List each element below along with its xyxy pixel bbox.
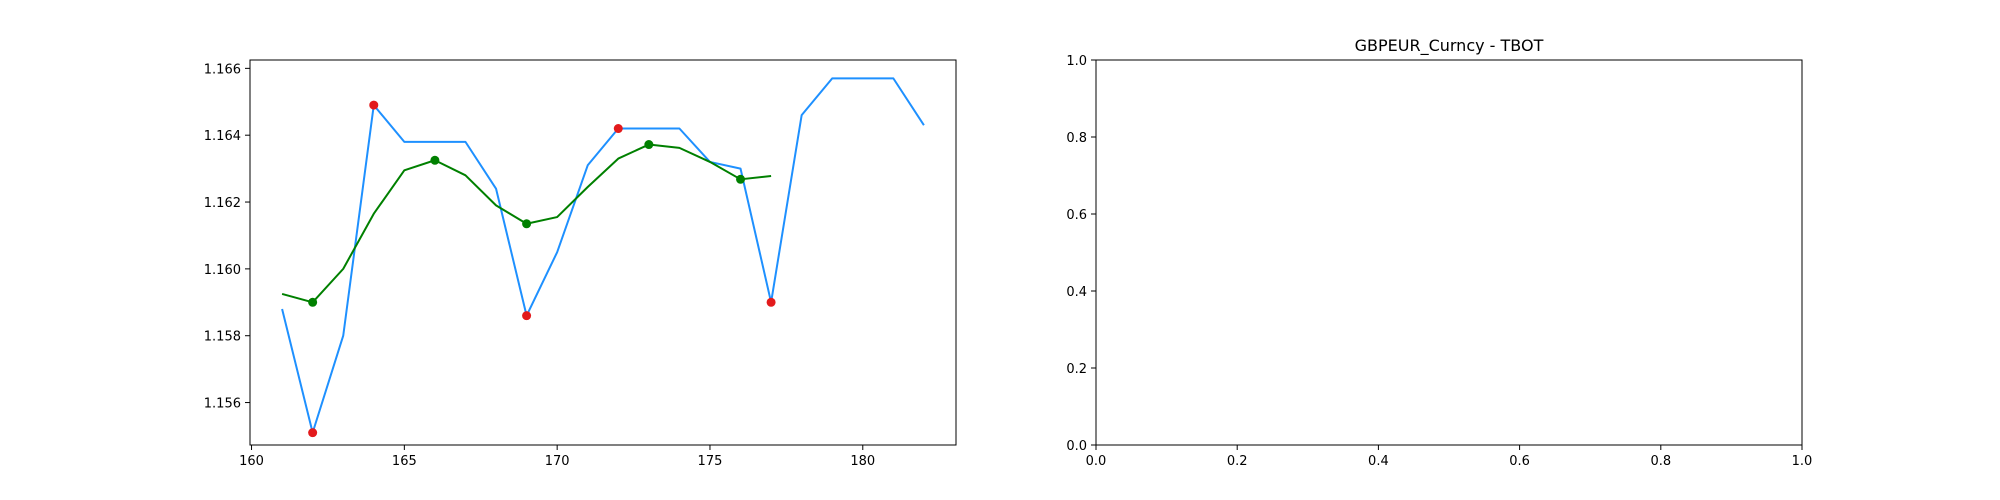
right-y-ticks: 0.0 0.2 0.4 0.6 0.8 1.0 (1066, 54, 1096, 454)
left-y-tick-label: 1.158 (204, 330, 241, 345)
left-y-tick-label: 1.156 (204, 397, 241, 412)
right-axes: GBPEUR_Curncy - TBOT 0.0 0.2 0.4 0.6 0.8 1.0 … (1066, 36, 1812, 469)
right-x-tick-label: 0.8 (1650, 454, 1671, 469)
left-series-line-0 (281, 77, 925, 434)
left-axes-frame (249, 59, 957, 446)
right-axes-frame (1095, 59, 1803, 446)
right-y-tick-label: 0.6 (1066, 208, 1087, 223)
right-y-tick-label: 0.4 (1066, 285, 1087, 300)
left-scatter-point (613, 124, 623, 134)
left-x-tick-label: 170 (545, 454, 570, 469)
left-scatter-point (766, 297, 776, 307)
left-x-tick-label: 160 (239, 454, 264, 469)
left-x-tick-label: 175 (698, 454, 723, 469)
left-x-ticks: 160 165 170 175 180 (239, 445, 875, 469)
left-scatter-point (736, 174, 746, 184)
left-y-tick-label: 1.160 (204, 263, 241, 278)
left-scatter-point (308, 297, 318, 307)
left-y-tick-label: 1.162 (204, 196, 241, 211)
left-plot-series (281, 77, 925, 438)
left-scatter-point (522, 311, 532, 321)
right-x-tick-label: 0.2 (1227, 454, 1248, 469)
left-scatter-point (522, 219, 532, 229)
left-scatter-point (308, 428, 318, 438)
right-x-tick-label: 0.4 (1368, 454, 1389, 469)
right-x-tick-label: 0.6 (1509, 454, 1530, 469)
right-y-tick-label: 0.8 (1066, 131, 1087, 146)
left-y-tick-label: 1.164 (204, 129, 241, 144)
left-y-ticks: 1.156 1.158 1.160 1.162 1.164 1.166 (204, 62, 250, 412)
right-y-tick-label: 1.0 (1066, 54, 1087, 69)
left-scatter-point (644, 140, 654, 150)
left-y-tick-label: 1.166 (204, 62, 241, 77)
right-axes-title: GBPEUR_Curncy - TBOT (1355, 36, 1544, 56)
right-x-tick-label: 1.0 (1792, 454, 1813, 469)
right-y-tick-label: 0.2 (1066, 362, 1087, 377)
left-axes: 160 165 170 175 180 1.156 1.158 1.160 1.162 1.16… (204, 59, 957, 469)
left-scatter-point (369, 100, 379, 110)
left-x-tick-label: 165 (392, 454, 417, 469)
right-x-ticks: 0.0 0.2 0.4 0.6 0.8 1.0 (1086, 445, 1813, 469)
left-x-tick-label: 180 (850, 454, 875, 469)
left-scatter-point (430, 155, 440, 165)
right-y-tick-label: 0.0 (1066, 439, 1087, 454)
right-x-tick-label: 0.0 (1086, 454, 1107, 469)
